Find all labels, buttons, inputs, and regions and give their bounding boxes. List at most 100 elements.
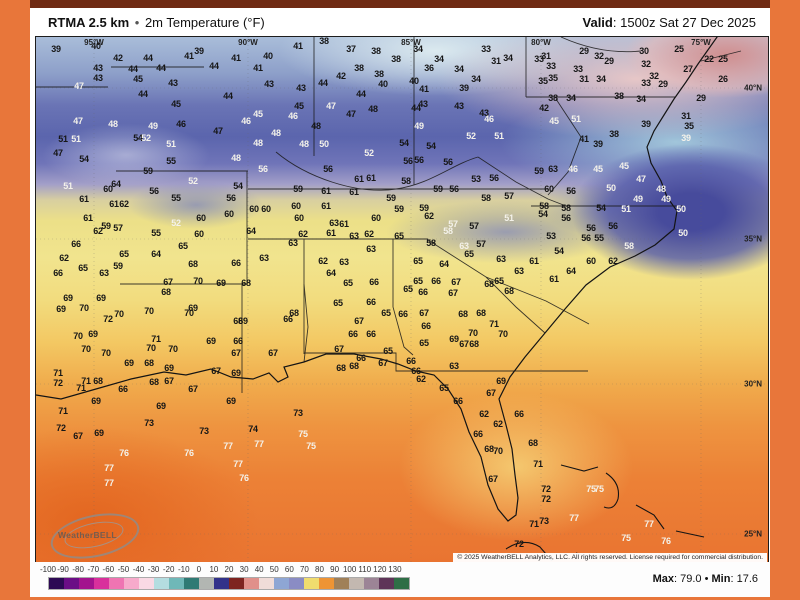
station-temp: 60: [294, 213, 304, 223]
station-temp: 46: [288, 111, 298, 121]
station-temp: 57: [476, 239, 486, 249]
station-temp: 51: [504, 213, 514, 223]
station-temp: 56: [258, 164, 268, 174]
station-temp: 73: [144, 418, 154, 428]
station-temp: 30: [639, 46, 649, 56]
colorbar-tick: 120: [373, 565, 387, 574]
colorbar-tick: 70: [299, 565, 309, 574]
station-temp: 69: [96, 293, 106, 303]
station-temp: 66: [514, 409, 524, 419]
colorbar-segment: [334, 578, 349, 589]
station-temp: 56: [566, 186, 576, 196]
colorbar-tick: -10: [177, 565, 190, 574]
station-temp: 52: [364, 148, 374, 158]
station-temp: 70: [193, 276, 203, 286]
logo-text: WeatherBELL: [58, 530, 117, 540]
station-temp: 55: [166, 156, 176, 166]
station-temp: 62: [119, 199, 129, 209]
station-temp: 66: [233, 336, 243, 346]
station-temp: 69: [206, 336, 216, 346]
station-temp: 54: [133, 133, 143, 143]
station-temp: 49: [661, 194, 671, 204]
station-temp: 60: [249, 204, 259, 214]
station-temp: 41: [253, 63, 263, 73]
station-temp: 68: [93, 376, 103, 386]
colorbar-segment: [64, 578, 79, 589]
colorbar-tick-labels: -100 -90 -80 -70 -60 -50 -40 -30 -20 -10 0 10 20 30 40…: [40, 565, 410, 576]
colorbar-segment: [259, 578, 274, 589]
colorbar-segment: [169, 578, 184, 589]
station-temp: 75: [621, 533, 631, 543]
station-temp: 52: [188, 176, 198, 186]
station-temp: 68: [349, 361, 359, 371]
station-temp: 70: [79, 303, 89, 313]
latitude-label: 35°N: [744, 234, 762, 244]
station-temp: 73: [539, 516, 549, 526]
colorbar-segment: [184, 578, 199, 589]
min-label: Min: [711, 573, 731, 585]
station-temp: 38: [391, 54, 401, 64]
station-temp: 73: [293, 408, 303, 418]
colorbar-tick: -60: [102, 565, 115, 574]
state-borders: [36, 37, 742, 393]
station-temp: 69: [238, 316, 248, 326]
station-temp: 48: [299, 139, 309, 149]
station-temp: 56: [561, 213, 571, 223]
station-temp: 61: [321, 186, 331, 196]
station-temp: 62: [318, 256, 328, 266]
station-temp: 63: [288, 238, 298, 248]
station-temp: 51: [58, 134, 68, 144]
station-temp: 31: [541, 51, 551, 61]
colorbar-segment: [199, 578, 214, 589]
station-temp: 68: [336, 363, 346, 373]
station-temp: 61: [326, 228, 336, 238]
station-temp: 54: [399, 138, 409, 148]
station-temp: 44: [138, 89, 148, 99]
station-temp: 62: [364, 229, 374, 239]
station-temp: 63: [259, 253, 269, 263]
station-temp: 48: [368, 104, 378, 114]
station-temp: 60: [224, 209, 234, 219]
station-temp: 69: [231, 368, 241, 378]
station-temp: 66: [418, 287, 428, 297]
colorbar-tick: 20: [224, 565, 234, 574]
station-temp: 56: [323, 164, 333, 174]
station-temp: 27: [683, 64, 693, 74]
station-temp: 52: [141, 133, 151, 143]
station-temp: 61: [366, 173, 376, 183]
station-temp: 63: [366, 244, 376, 254]
station-temp: 61: [529, 256, 539, 266]
station-temp: 71: [151, 334, 161, 344]
colorbar-segment: [364, 578, 379, 589]
station-temp: 62: [416, 374, 426, 384]
station-temp: 33: [546, 61, 556, 71]
station-temp: 77: [644, 519, 654, 529]
station-temp: 67: [419, 308, 429, 318]
colorbar-tick: 0: [196, 565, 202, 574]
station-temp: 59: [534, 166, 544, 176]
station-temp: 65: [394, 231, 404, 241]
station-temp: 61: [109, 199, 119, 209]
max-label: Max: [652, 573, 674, 585]
station-temp: 63: [548, 164, 558, 174]
colorbar-tick: 40: [254, 565, 264, 574]
station-temp: 47: [213, 126, 223, 136]
colorbar-segment: [319, 578, 334, 589]
station-temp: 69: [91, 396, 101, 406]
colorbar-tick: -30: [147, 565, 160, 574]
station-temp: 69: [164, 363, 174, 373]
station-temp: 77: [223, 441, 233, 451]
station-temp: 41: [293, 41, 303, 51]
station-temp: 25: [718, 54, 728, 64]
weatherbell-logo: WeatherBELL: [46, 506, 144, 563]
valid-time: Valid: 1500z Sat 27 Dec 2025: [583, 15, 756, 30]
station-temp: 43: [264, 79, 274, 89]
station-temp: 67: [73, 431, 83, 441]
station-temp: 72: [514, 539, 524, 549]
station-temp: 31: [491, 56, 501, 66]
station-temp: 64: [151, 249, 161, 259]
station-temp: 43: [418, 99, 428, 109]
station-temp: 50: [678, 228, 688, 238]
colorbar-tick: 50: [269, 565, 279, 574]
station-temp: 76: [239, 473, 249, 483]
